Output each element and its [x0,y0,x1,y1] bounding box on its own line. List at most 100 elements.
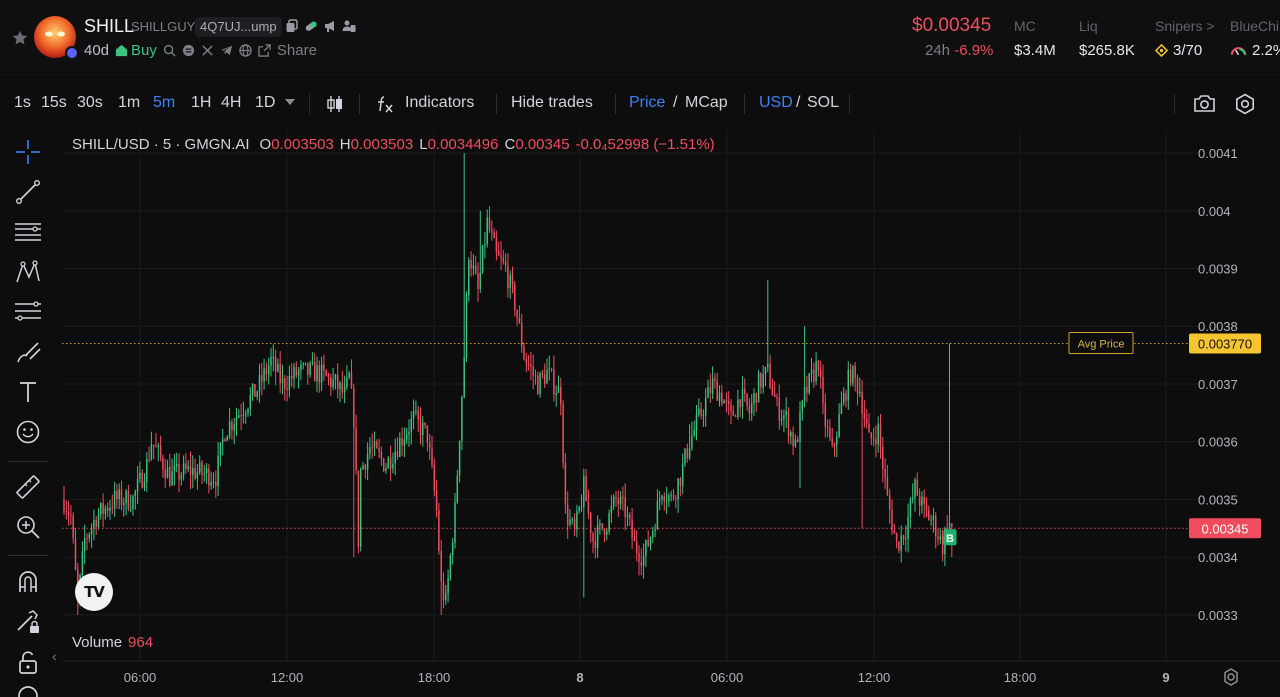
candle-body [569,519,571,525]
candle-type-icon[interactable] [325,94,345,114]
candle-body [849,369,852,384]
interval-4h[interactable]: 4H [221,94,242,111]
candle-body [721,392,723,404]
price-chart[interactable]: Avg Price 0.003770 0.00345 B 0.0041 0.004 0.0… [52,130,1280,697]
horizontal-lines-tool[interactable] [14,218,42,246]
fib-tool[interactable] [14,298,42,326]
interval-1m[interactable]: 1m [118,94,141,111]
legend-close-value: 0.00345 [515,136,570,153]
interval-15s[interactable]: 15s [41,94,67,111]
candle-body [845,393,847,401]
search-icon[interactable] [163,44,176,57]
candle-body [760,372,762,388]
candle-body [815,361,817,382]
candle-body [532,366,534,376]
candle-body [497,251,500,256]
token-ticker: SHILLGUY [131,19,196,34]
copy-icon[interactable] [285,19,299,33]
time-tick-label: 18:00 [418,670,451,685]
candle-body [143,482,146,488]
candle-body [198,462,201,473]
lock-drawing-tool[interactable] [14,608,42,636]
candle-body [617,498,620,505]
favorite-star-icon[interactable] [11,29,29,47]
chart-symbol[interactable]: SHILL/USD · 5 · GMGN.AI [72,136,250,153]
interval-30s[interactable]: 30s [77,94,103,111]
measure-tool[interactable] [14,473,42,501]
token-address[interactable]: 4Q7UJ...ump [195,17,282,37]
indicators-fx-icon[interactable] [375,94,395,114]
share-icon[interactable] [258,44,271,57]
visibility-tool[interactable] [14,686,42,697]
collapse-pane-chevron-icon[interactable]: ‹ [52,648,57,664]
time-axis[interactable]: 06:00 12:00 18:00 8 06:00 12:00 18:00 9 [124,670,1170,685]
usd-toggle[interactable]: USD [759,94,793,111]
toolbar-divider [309,94,310,114]
candle-body [290,375,293,379]
candle-body [700,408,702,416]
stat-snipers-label[interactable]: Snipers > [1155,18,1215,34]
interval-1h[interactable]: 1H [191,94,212,111]
brush-tool[interactable] [14,338,42,366]
people-icon[interactable] [342,19,356,33]
candle-body [178,463,180,480]
pattern-tool[interactable] [14,258,42,286]
tradingview-logo[interactable]: TV [75,573,113,611]
candle-body [587,501,590,513]
candle-body [261,375,263,382]
candle-body [484,244,486,246]
interval-1s[interactable]: 1s [14,94,31,111]
candle-body [182,463,185,476]
coin-icon[interactable] [182,44,195,57]
candle-body [865,418,868,424]
candle-body [442,581,445,601]
sol-toggle[interactable]: SOL [807,94,840,111]
candle-body [934,515,937,537]
magnet-tool[interactable] [14,568,42,596]
interval-dropdown-caret-icon[interactable] [285,99,295,105]
settings-gear-icon[interactable] [1234,93,1256,115]
candle-body [734,415,737,417]
crosshair-tool[interactable] [14,138,42,166]
text-tool[interactable] [14,378,42,406]
share-link[interactable]: Share [276,42,317,59]
price-axis[interactable]: 0.0041 0.004 0.0039 0.0038 0.0037 0.0036 0.003… [1198,146,1238,623]
candle-body [376,441,378,448]
x-twitter-icon[interactable] [201,44,214,57]
candle-body [891,510,893,531]
candle-body [509,274,511,289]
candle-body [293,367,295,379]
buy-button[interactable]: Buy [115,42,157,59]
candle-body [277,363,279,372]
candle-body [235,417,238,425]
candle-body [438,510,440,552]
candle-body [787,411,790,437]
unlock-tool[interactable] [14,648,42,676]
candle-body [527,362,530,365]
candle-body [83,538,86,552]
candle-body [543,374,546,384]
megaphone-icon[interactable] [323,19,337,33]
candle-body [642,556,645,566]
interval-1d[interactable]: 1D [255,94,276,111]
price-toggle[interactable]: Price [629,94,666,111]
mcap-toggle[interactable]: MCap [685,94,728,111]
emoji-tool[interactable] [14,418,42,446]
time-tick-label: 06:00 [711,670,744,685]
pill-icon[interactable] [304,19,318,33]
candle-body [362,465,364,470]
indicators-button[interactable]: Indicators [405,94,475,111]
candle-body [530,364,532,367]
telegram-icon[interactable] [220,44,233,57]
screenshot-camera-icon[interactable] [1193,93,1216,114]
candle-body [537,375,539,395]
zoom-tool[interactable] [14,513,42,541]
candle-body [810,369,813,374]
candle-body [610,505,613,514]
axis-settings-gear-icon[interactable] [1224,668,1238,686]
trend-line-tool[interactable] [14,178,42,206]
hide-trades-button[interactable]: Hide trades [511,94,593,111]
interval-5m[interactable]: 5m [153,94,176,111]
website-globe-icon[interactable] [239,44,252,57]
